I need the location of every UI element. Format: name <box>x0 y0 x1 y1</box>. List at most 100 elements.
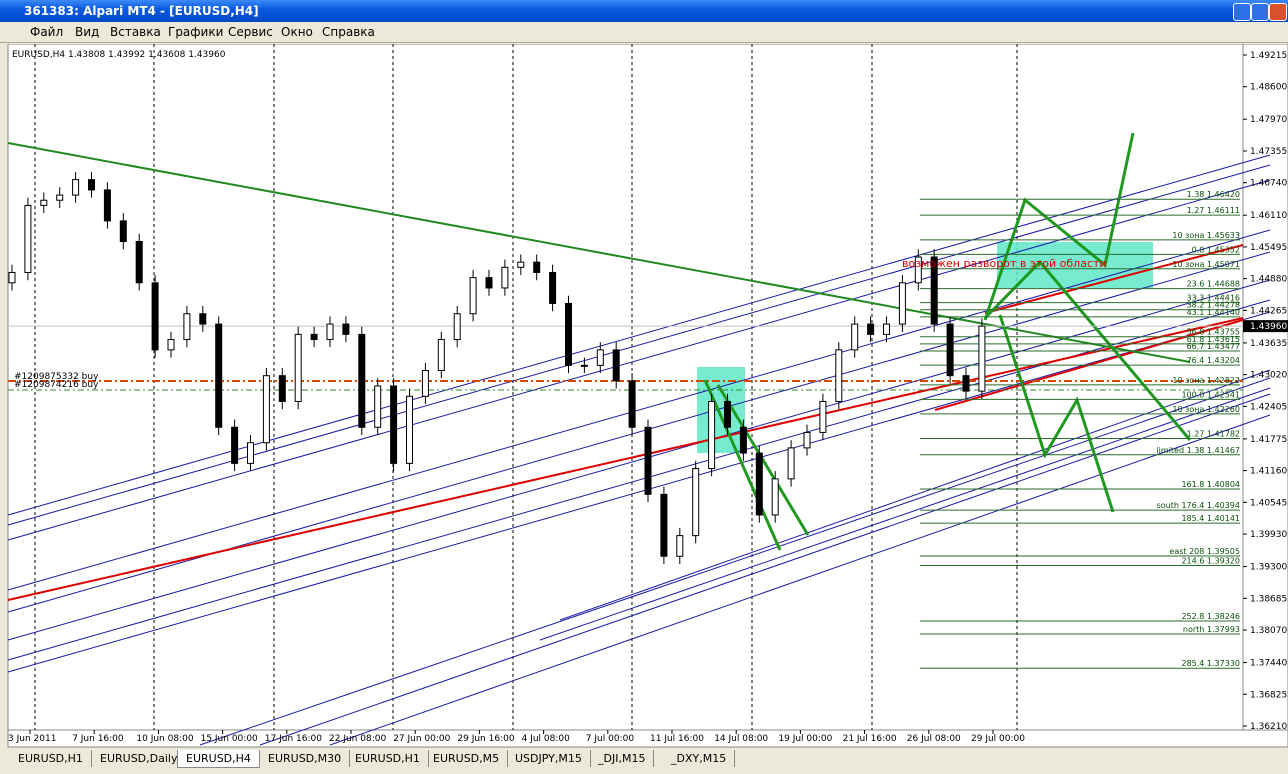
candle-body <box>374 385 382 428</box>
candle-body <box>310 333 318 341</box>
candle-body <box>739 426 747 454</box>
candle-body <box>644 426 652 495</box>
menu-item[interactable]: Вставка <box>110 25 161 39</box>
level-label: 43.1 1.44140 <box>1187 308 1240 317</box>
y-tick-label: 1.41775 <box>1250 435 1287 445</box>
y-tick-label: 1.38070 <box>1250 626 1287 636</box>
y-tick-label: 1.37440 <box>1250 659 1287 669</box>
candle-body <box>72 179 80 196</box>
chart-tab[interactable]: EURUSD,H4 <box>177 750 260 768</box>
chart-tab[interactable]: EURUSD,M5 <box>425 750 509 767</box>
candle-body <box>978 325 986 392</box>
price-axis <box>1242 44 1288 731</box>
chart-tab[interactable]: _DXY,M15 <box>663 750 736 767</box>
candle-body <box>517 261 525 268</box>
candle-body <box>565 302 572 366</box>
price-marker <box>1243 320 1288 333</box>
annotation: возможен разворот в этой области <box>902 257 1107 270</box>
x-tick-label: 10 Jun 08:00 <box>136 734 193 744</box>
chart-tab[interactable]: EURUSD,H1 <box>10 750 92 767</box>
level-label: 252.8 1.38246 <box>1181 612 1240 621</box>
level-label: 100.0 1.42541 <box>1181 390 1240 399</box>
level-label: 10 зона 1.45071 <box>1172 260 1240 269</box>
candle-body <box>580 364 588 367</box>
level-label: 285.4 1.37330 <box>1181 659 1240 668</box>
candle-body <box>692 468 700 537</box>
candle-body <box>835 349 843 402</box>
chart-tab[interactable]: _DJI,M15 <box>590 750 655 767</box>
candle-body <box>867 323 875 335</box>
level-label: 33.3 1.44416 <box>1187 294 1240 303</box>
candle-body <box>628 380 636 428</box>
chart-tab[interactable]: EURUSD,M30 <box>260 750 351 767</box>
plot-area <box>7 44 1244 731</box>
candle-body <box>660 493 668 557</box>
candle-body <box>88 179 95 191</box>
menu-item[interactable]: Окно <box>281 25 313 39</box>
title-bar: 361383: Alpari MT4 - [EURUSD,H4] <box>0 0 1288 22</box>
candle-body <box>930 256 938 325</box>
y-tick-label: 1.46110 <box>1250 211 1287 221</box>
menu-bar: Файл Вид Вставка Графики Сервис Окно Справка <box>0 22 1288 43</box>
candle-body <box>262 375 270 444</box>
trend-line <box>7 142 1191 363</box>
level-label: 161.8 1.40804 <box>1181 480 1240 489</box>
candle-body <box>278 375 286 402</box>
level-label: 10 зона 1.42822 <box>1172 376 1240 385</box>
level-label: 66.7 1.43477 <box>1187 342 1240 351</box>
level-label: 1.38 1.46420 <box>1187 190 1240 199</box>
y-tick-label: 1.43635 <box>1250 339 1287 349</box>
order-label: #1209875332 buy <box>14 372 99 382</box>
menu-item[interactable]: Вид <box>75 25 100 39</box>
candle-body <box>819 400 827 433</box>
maximize-button[interactable] <box>1251 3 1269 21</box>
close-button[interactable] <box>1269 3 1287 21</box>
trend-line <box>984 244 1244 314</box>
time-axis <box>7 729 1288 748</box>
candle-body <box>151 282 159 351</box>
x-tick-label: 27 Jun 00:00 <box>393 734 450 744</box>
candle-body <box>485 277 493 289</box>
candle-body <box>708 400 716 470</box>
candle-body <box>596 349 604 366</box>
minimize-button[interactable] <box>1233 3 1251 21</box>
menu-item[interactable]: Справка <box>322 25 375 39</box>
chart-tab[interactable]: EURUSD,H1 <box>347 750 429 767</box>
y-tick-label: 1.44265 <box>1250 306 1287 316</box>
y-tick-label: 1.43020 <box>1250 371 1287 381</box>
candle-body <box>803 431 811 449</box>
y-tick-label: 1.41160 <box>1250 467 1287 477</box>
x-tick-label: 22 Jun 08:00 <box>329 734 386 744</box>
chart: 1.49215 1.48600 1.47970 1.47355 1.46740 1.461… <box>7 44 1288 748</box>
menu-item[interactable]: Графики <box>168 25 224 39</box>
x-tick-label: 26 Jul 08:00 <box>907 734 961 744</box>
menu-item[interactable]: Файл <box>30 25 64 39</box>
candle-body <box>501 266 509 289</box>
x-tick-label: 7 Jul 00:00 <box>586 734 635 744</box>
level-label: 61.8 1.43615 <box>1187 335 1240 344</box>
candle-body <box>40 199 48 206</box>
x-tick-label: 7 Jun 16:00 <box>72 734 124 744</box>
x-tick-label: 21 Jul 16:00 <box>843 734 897 744</box>
level-label: 38.2 1.44278 <box>1187 301 1240 310</box>
y-tick-label: 1.36825 <box>1250 690 1287 700</box>
candle-body <box>787 447 795 480</box>
chart-tab[interactable]: EURUSD,Daily <box>92 750 187 767</box>
level-label: 23.6 1.44688 <box>1187 280 1240 289</box>
level-label: 56.8 1.43755 <box>1187 328 1240 337</box>
chart-tab[interactable]: USDJPY,M15 <box>507 750 591 767</box>
level-label: south 176.4 1.40394 <box>1157 501 1240 510</box>
candle-body <box>199 313 207 325</box>
candle-body <box>294 333 302 402</box>
x-tick-label: 17 Jun 16:00 <box>265 734 322 744</box>
candle-body <box>946 323 954 377</box>
candle-body <box>167 339 175 351</box>
candle-body <box>469 277 477 315</box>
chart-tabs: EURUSD,H1 EURUSD,Daily EURUSD,H4 EURUSD,M30… <box>0 748 1288 774</box>
menu-item[interactable]: Сервис <box>228 25 273 39</box>
candle-body <box>914 256 922 284</box>
candle-body <box>898 282 906 325</box>
x-tick-label: 3 Jun 2011 <box>8 734 56 744</box>
level-label: north 1.37993 <box>1183 625 1240 634</box>
candle-body <box>231 426 239 464</box>
